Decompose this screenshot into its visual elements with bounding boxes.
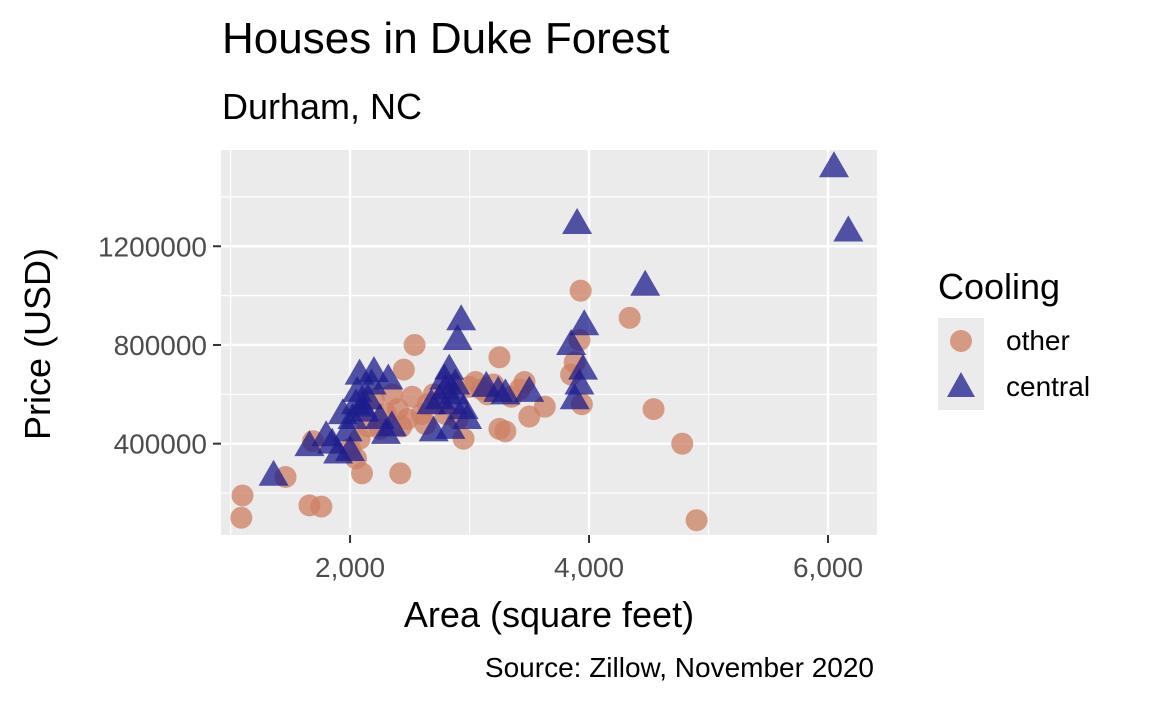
data-point-other <box>685 509 708 532</box>
y-axis-label: Price (USD) <box>17 247 58 441</box>
data-point-central <box>442 324 473 351</box>
data-point-central <box>564 368 595 395</box>
data-point-central <box>490 378 521 405</box>
y-tick-label: 800000 <box>114 330 207 361</box>
data-point-central <box>818 151 849 178</box>
data-point-other <box>403 333 426 356</box>
data-point-central <box>373 363 404 390</box>
data-point-other <box>350 462 373 485</box>
tick-labels: 2,000 4,000 6,000 400000 800000 1200000 <box>98 231 863 583</box>
data-point-central <box>376 410 407 437</box>
data-point-central <box>562 208 593 235</box>
legend-key-triangle <box>938 364 984 410</box>
y-tick-label: 1200000 <box>98 231 207 262</box>
data-point-other <box>569 279 592 302</box>
data-point-central <box>294 430 325 457</box>
legend-title: Cooling <box>938 266 1061 307</box>
data-point-central <box>446 304 477 331</box>
data-point-central <box>559 383 590 410</box>
data-point-central <box>440 368 471 395</box>
legend: Cooling other central <box>938 266 1090 410</box>
data-point-central <box>435 412 466 439</box>
circle-marker-icon <box>950 330 972 352</box>
data-point-central <box>568 353 599 380</box>
data-point-central <box>352 383 383 410</box>
data-point-other <box>230 506 253 529</box>
minor-gridlines <box>221 150 877 535</box>
data-point-central <box>630 269 661 296</box>
data-point-central <box>258 459 289 486</box>
chart-subtitle: Durham, NC <box>222 86 423 127</box>
legend-label-central: central <box>1006 371 1091 402</box>
legend-label-other: other <box>1006 325 1070 356</box>
data-point-other <box>671 432 694 455</box>
data-point-central <box>833 215 864 242</box>
legend-item-central: central <box>938 364 1090 410</box>
data-point-other <box>488 346 511 369</box>
legend-key-circle <box>938 318 984 364</box>
x-tick-label: 4,000 <box>554 552 624 583</box>
data-point-other <box>392 358 415 381</box>
data-point-other <box>310 495 333 518</box>
data-point-other <box>389 462 412 485</box>
data-points <box>230 151 864 532</box>
data-point-central <box>452 403 483 430</box>
data-point-central <box>335 435 366 462</box>
x-tick-label: 6,000 <box>793 552 863 583</box>
y-tick-label: 400000 <box>114 429 207 460</box>
axis-ticks <box>213 245 830 543</box>
data-point-central <box>556 328 587 355</box>
data-point-central <box>514 375 545 402</box>
plot-panel <box>221 150 877 535</box>
data-point-central <box>569 309 600 336</box>
triangle-marker-icon <box>947 372 975 397</box>
x-axis-label: Area (square feet) <box>403 594 695 635</box>
data-point-other <box>231 484 254 507</box>
legend-item-other: other <box>938 318 1090 364</box>
x-tick-label: 2,000 <box>315 552 385 583</box>
data-point-other <box>618 306 641 329</box>
data-point-other <box>642 398 665 421</box>
data-point-other <box>494 420 517 443</box>
chart-caption: Source: Zillow, November 2020 <box>484 652 874 683</box>
chart-title: Houses in Duke Forest <box>222 14 670 63</box>
